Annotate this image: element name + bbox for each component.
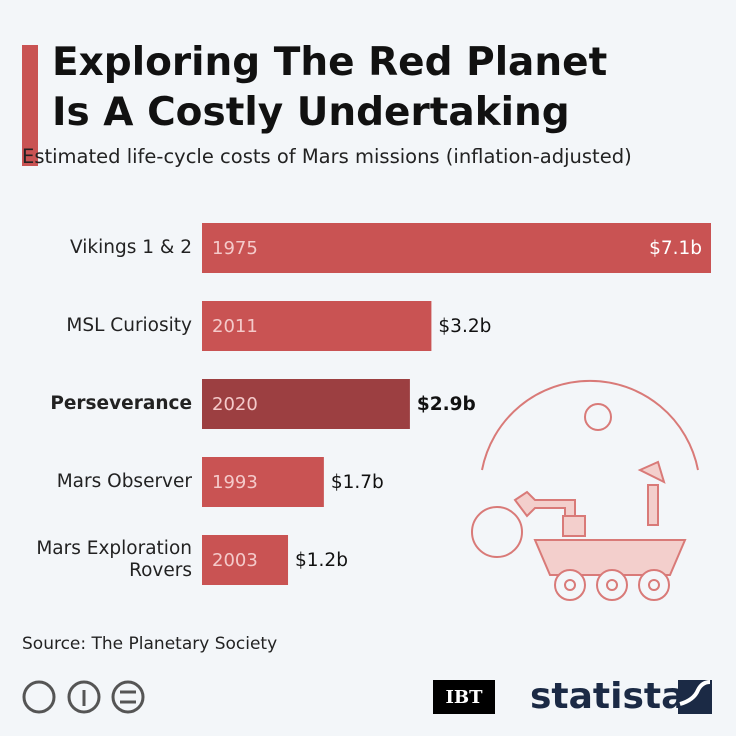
- brand-name: statista: [530, 676, 685, 717]
- year-label: 1993: [212, 472, 258, 493]
- rover-illustration: [471, 379, 699, 601]
- category-label: Mars Exploration Rovers: [36, 538, 192, 581]
- cc-icons: [22, 680, 145, 714]
- partner-name: IBT: [445, 687, 483, 708]
- bar: [202, 301, 432, 351]
- category-label: Mars Observer: [56, 471, 192, 492]
- bar: [202, 535, 289, 585]
- bar: [202, 457, 324, 507]
- year-label: 2011: [212, 316, 258, 337]
- category-label: Vikings 1 & 2: [70, 237, 192, 258]
- value-label: $2.9b: [417, 394, 476, 415]
- value-label: $7.1b: [649, 238, 702, 259]
- value-label: $1.2b: [295, 550, 348, 571]
- brand-icon-mark: [679, 680, 711, 706]
- year-label: 2003: [212, 550, 258, 571]
- accent-bar: [22, 45, 38, 166]
- chart-title: Exploring The Red Planet Is A Costly Und…: [52, 40, 608, 135]
- bar: [202, 379, 410, 429]
- bar: [202, 223, 711, 273]
- source: Source: The Planetary Society: [22, 634, 278, 654]
- chart-subtitle: Estimated life-cycle costs of Mars missi…: [22, 145, 632, 168]
- year-label: 2020: [212, 394, 258, 415]
- year-label: 1975: [212, 238, 258, 259]
- category-label: MSL Curiosity: [66, 315, 192, 336]
- value-label: $3.2b: [438, 316, 491, 337]
- category-label: Perseverance: [50, 393, 192, 414]
- partner-logo: [433, 680, 495, 714]
- value-label: $1.7b: [331, 472, 384, 493]
